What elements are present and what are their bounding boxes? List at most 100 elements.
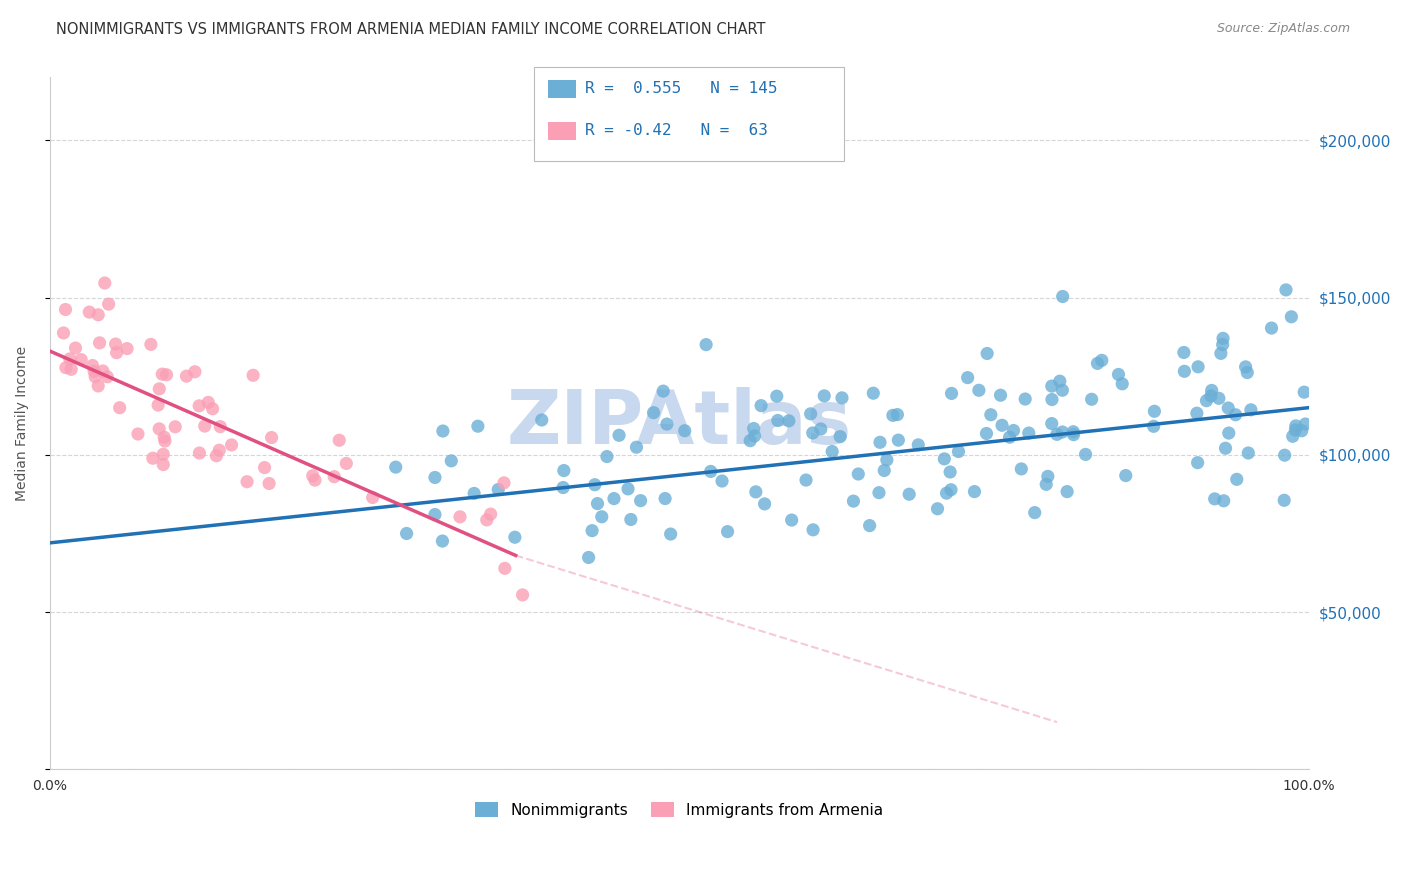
Point [104,337,127,351]
Point [197,395,219,409]
Point [1010,462,1032,476]
Point [581,524,603,538]
Point [1143,404,1166,418]
Point [716,524,738,539]
Point [1209,346,1232,360]
Point [486,483,509,497]
Point [79,305,101,319]
Point [152,447,174,461]
Point [530,413,553,427]
Point [59,351,82,366]
Point [494,561,516,575]
Point [873,463,896,477]
Point [328,434,350,448]
Point [1062,425,1084,439]
Point [778,414,800,428]
Point [794,473,817,487]
Point [1002,424,1025,438]
Point [70,352,93,367]
Point [1291,424,1313,438]
Point [780,513,803,527]
Point [335,457,357,471]
Point [1285,418,1308,433]
Point [1074,447,1097,461]
Point [361,491,384,505]
Point [976,426,998,441]
Point [980,408,1002,422]
Point [1049,374,1071,388]
Point [1187,359,1209,374]
Point [1063,427,1085,442]
Point [583,477,606,491]
Point [1212,337,1234,351]
Point [553,481,575,495]
Point [868,485,890,500]
Point [1040,379,1063,393]
Point [188,399,211,413]
Point [475,513,498,527]
Point [153,434,176,448]
Point [165,419,187,434]
Point [503,530,526,544]
Point [1212,331,1234,345]
Point [152,458,174,472]
Point [939,483,962,497]
Point [1284,423,1306,437]
Point [1111,376,1133,391]
Point [859,518,882,533]
Point [1236,366,1258,380]
Point [1173,364,1195,378]
Point [749,399,772,413]
Point [711,474,734,488]
Point [1237,446,1260,460]
Point [967,384,990,398]
Point [1024,506,1046,520]
Point [83,364,105,378]
Point [887,433,910,447]
Point [87,308,110,322]
Point [1195,393,1218,408]
Point [492,475,515,490]
Point [586,497,609,511]
Point [1294,417,1316,431]
Point [956,370,979,384]
Point [479,507,502,521]
Point [115,342,138,356]
Point [1240,402,1263,417]
Point [842,494,865,508]
Point [821,444,844,458]
Point [55,360,77,375]
Point [150,367,173,381]
Point [766,413,789,427]
Point [512,588,534,602]
Point [754,497,776,511]
Point [617,482,640,496]
Point [1281,429,1303,443]
Point [242,368,264,383]
Point [304,473,326,487]
Point [236,475,259,489]
Point [194,419,217,434]
Legend: Nonimmigrants, Immigrants from Armenia: Nonimmigrants, Immigrants from Armenia [470,796,890,824]
Point [1046,427,1069,442]
Point [221,438,243,452]
Point [260,431,283,445]
Point [1115,468,1137,483]
Point [876,453,898,467]
Point [201,401,224,416]
Point [176,369,198,384]
Text: NONIMMIGRANTS VS IMMIGRANTS FROM ARMENIA MEDIAN FAMILY INCOME CORRELATION CHART: NONIMMIGRANTS VS IMMIGRANTS FROM ARMENIA… [56,22,766,37]
Point [1087,356,1109,370]
Point [1040,392,1063,407]
Point [65,341,87,355]
Point [939,465,962,479]
Point [831,391,853,405]
Point [744,429,766,443]
Point [89,335,111,350]
Point [1226,472,1249,486]
Point [654,491,676,506]
Point [1199,389,1222,403]
Point [139,337,162,351]
Point [142,451,165,466]
Point [596,450,619,464]
